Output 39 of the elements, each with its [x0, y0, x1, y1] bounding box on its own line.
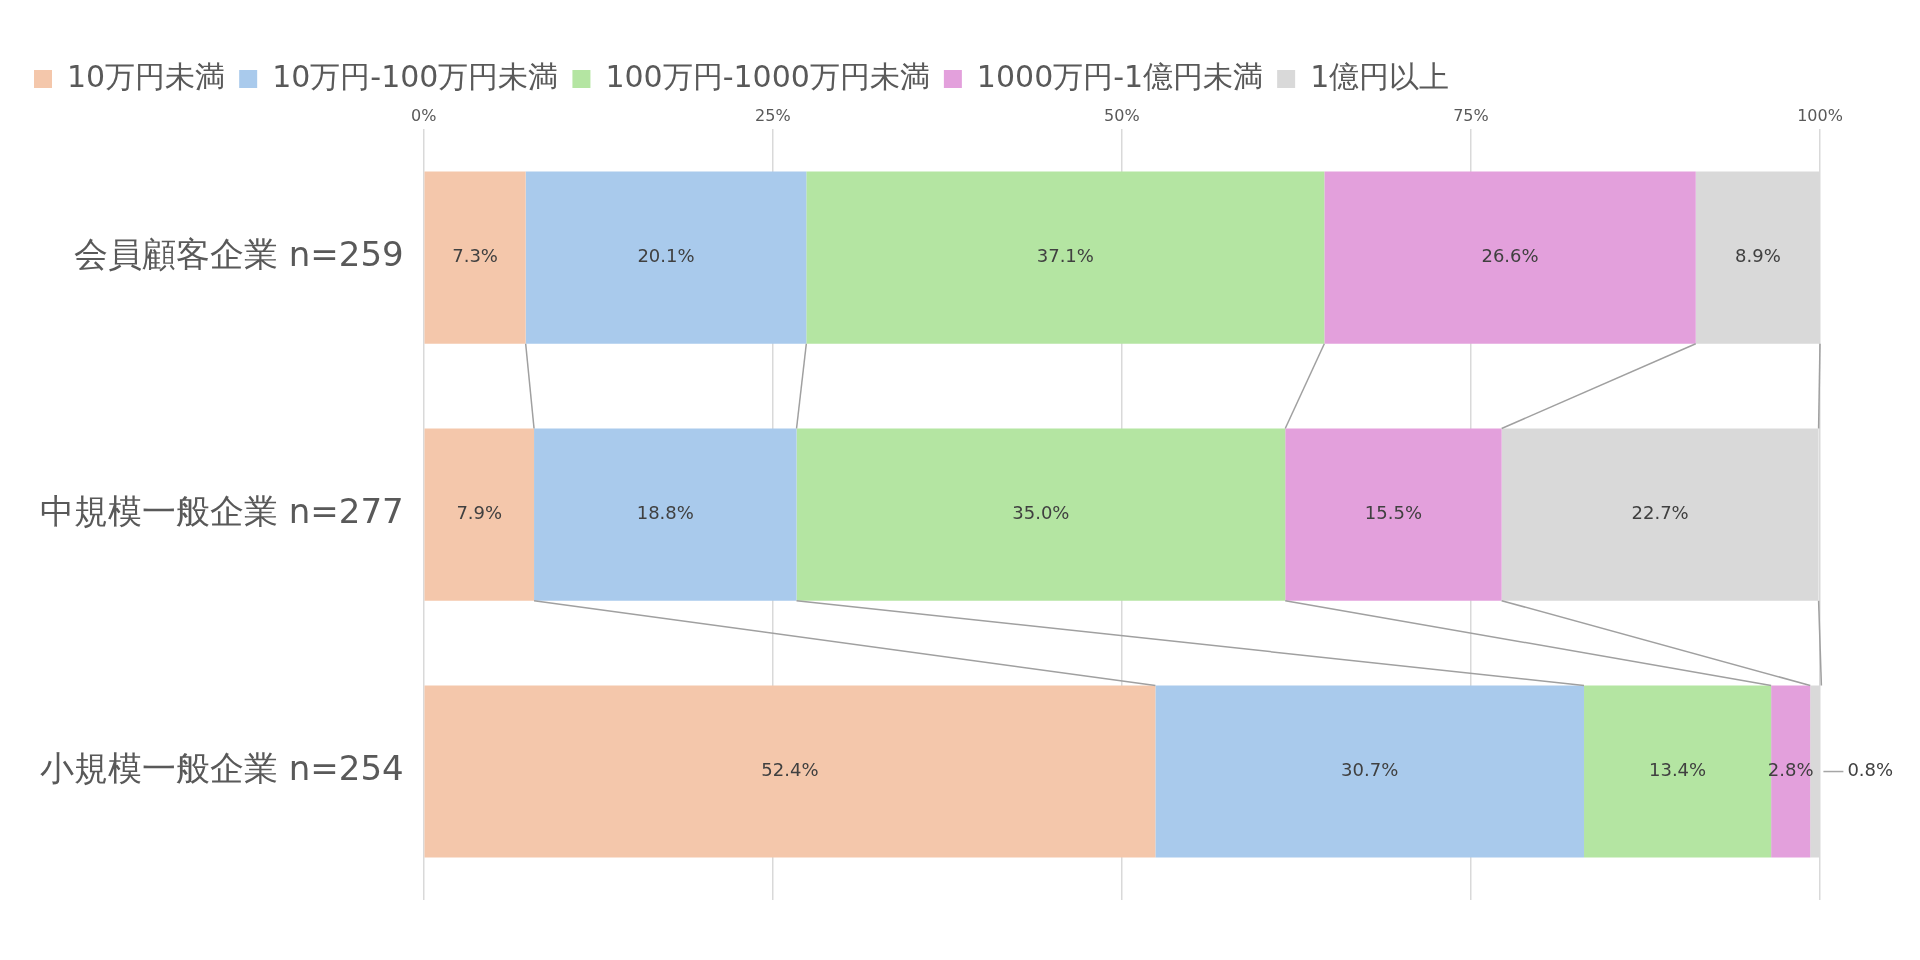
data-label: 22.7% [1631, 502, 1689, 524]
x-tick-label: 25% [755, 105, 791, 125]
x-tick-label: 50% [1104, 105, 1140, 125]
data-label: 7.3% [452, 245, 498, 267]
y-tick-label: 中規模一般企業 n=277 [39, 491, 404, 532]
bar [1324, 171, 1696, 344]
bar [525, 171, 807, 344]
data-label: 52.4% [761, 759, 819, 781]
data-label: 20.1% [637, 245, 695, 267]
x-tick-label: 0% [411, 105, 437, 125]
data-label: 35.0% [1012, 502, 1070, 524]
bar [806, 171, 1325, 344]
bar [1155, 685, 1585, 858]
bar [796, 428, 1286, 601]
legend-label: 10万円未満 [67, 58, 226, 94]
bar [424, 685, 1156, 858]
bar [424, 171, 526, 344]
x-tick-label: 75% [1453, 105, 1489, 125]
data-label: 8.9% [1735, 245, 1781, 267]
bar [1771, 685, 1811, 858]
data-label: 0.8% [1847, 759, 1894, 781]
data-label: 2.8% [1767, 759, 1814, 781]
data-label: 37.1% [1036, 245, 1094, 267]
legend-label: 10万円-100万円未満 [272, 58, 559, 94]
bar [1285, 428, 1502, 601]
bar [534, 428, 797, 601]
legend-label: 100万円-1000万円未満 [605, 58, 930, 94]
bar [424, 428, 535, 601]
legend-label: 1億円以上 [1310, 58, 1450, 94]
x-tick-label: 100% [1797, 105, 1843, 125]
y-tick-label: 会員顧客企業 n=259 [73, 234, 404, 275]
data-label: 18.8% [636, 502, 694, 524]
data-label: 15.5% [1364, 502, 1423, 524]
y-tick-label: 小規模一般企業 n=254 [39, 748, 404, 789]
legend-label: 1000万円-1億円未満 [976, 58, 1264, 94]
data-label: 7.9% [456, 502, 503, 524]
data-label: 30.7% [1341, 759, 1399, 781]
data-label: 26.6% [1481, 245, 1539, 267]
data-label: 13.4% [1648, 759, 1707, 781]
